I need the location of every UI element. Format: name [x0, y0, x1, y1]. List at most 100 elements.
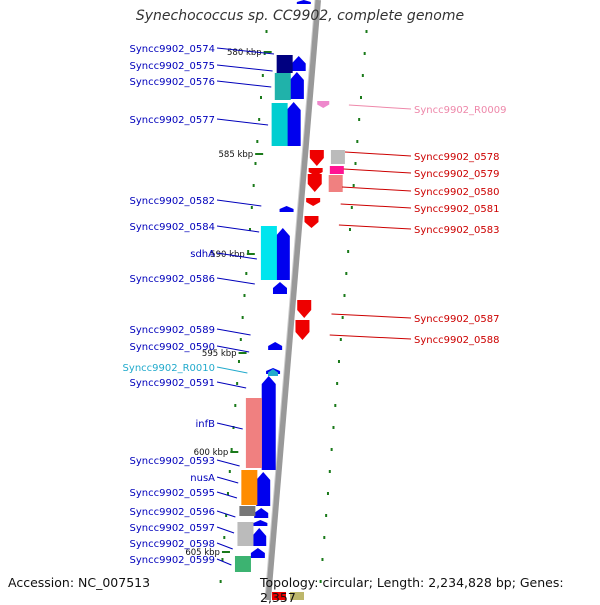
tick-mark [323, 536, 326, 539]
tick-mark [326, 492, 329, 495]
plus-strand-gene [289, 72, 304, 99]
feature-box-minus [330, 150, 345, 164]
tick-mark [337, 360, 340, 363]
accession-text: Accession: NC_007513 [8, 575, 151, 590]
tick-mark [239, 338, 242, 341]
tick-mark [334, 404, 337, 407]
feature-box [271, 103, 288, 146]
feature-box-minus [328, 175, 343, 192]
left-gene-label: Syncc9902_0599 [130, 555, 216, 566]
tick-mark [336, 382, 339, 385]
tick-mark [350, 206, 353, 209]
left-leader-line [216, 199, 262, 207]
tick-mark [332, 426, 335, 429]
tick-mark [256, 140, 259, 143]
right-leader-line [344, 151, 412, 157]
feature-box-minus [329, 166, 344, 174]
tick-mark [254, 162, 257, 165]
tick-mark [241, 316, 244, 319]
right-gene-label: Syncc9902_0587 [414, 314, 500, 325]
tick-mark [363, 52, 366, 55]
right-leader-line [331, 313, 412, 319]
genome-title: Synechococcus sp. CC9902, complete genom… [135, 8, 465, 24]
left-leader-line [216, 80, 272, 88]
left-leader-line [216, 558, 232, 566]
left-leader-line [216, 225, 260, 233]
tick-mark [237, 360, 240, 363]
feature-box [234, 556, 251, 572]
tick-mark [230, 448, 233, 451]
tick-mark [248, 228, 251, 231]
rna-gene-r0009 [317, 101, 330, 108]
left-gene-label: Syncc9902_0575 [130, 61, 216, 72]
left-leader-line [216, 491, 238, 499]
partial-feature [290, 592, 304, 600]
left-leader-line [216, 422, 243, 430]
tick-mark [343, 294, 346, 297]
minus-strand-gene [295, 320, 310, 340]
left-leader-line [216, 542, 233, 550]
plus-strand-gene [279, 206, 294, 212]
plus-strand-gene [268, 342, 283, 350]
left-gene-label: Syncc9902_0597 [130, 523, 216, 534]
tick-mark [258, 118, 261, 121]
tick-mark [348, 228, 351, 231]
left-leader-line [216, 277, 255, 285]
feature-box [237, 522, 254, 546]
tick-mark [345, 272, 348, 275]
tick-mark [330, 448, 333, 451]
left-gene-label: Syncc9902_0596 [130, 507, 216, 518]
tick-mark [358, 118, 361, 121]
rna-gene-r0010 [267, 369, 278, 376]
tick-mark [319, 580, 322, 583]
left-leader-line [216, 476, 239, 484]
kbp-tick-label: 595 kbp [202, 349, 237, 359]
left-gene-label: Syncc9902_0577 [130, 115, 216, 126]
feature-box [276, 55, 293, 73]
plus-strand-gene [272, 282, 287, 294]
left-gene-label: Syncc9902_0586 [130, 274, 216, 285]
genome-backbone [264, 0, 321, 600]
tick-mark [232, 426, 235, 429]
tick-mark [347, 250, 350, 253]
right-gene-label: Syncc9902_0579 [414, 169, 500, 180]
tick-mark [226, 492, 229, 495]
plus-strand-gene [253, 520, 268, 526]
left-gene-label: Syncc9902_R0010 [123, 363, 215, 374]
tick-mark [247, 250, 250, 253]
kbp-tick-label: 585 kbp [219, 150, 254, 160]
left-leader-line [216, 118, 269, 126]
right-leader-line [343, 168, 412, 174]
plus-strand-gene [254, 508, 269, 518]
feature-box [274, 73, 291, 100]
minus-strand-gene [297, 300, 312, 318]
left-leader-line [216, 526, 235, 534]
tick-mark [219, 580, 222, 583]
tick-mark [365, 30, 368, 33]
left-gene-label: Syncc9902_0593 [130, 456, 216, 467]
tick-mark [328, 470, 331, 473]
plus-strand-gene [250, 548, 265, 558]
tick-mark [339, 338, 342, 341]
tick-mark [361, 74, 364, 77]
tick-mark [228, 470, 231, 473]
left-gene-label: Syncc9902_0576 [130, 77, 216, 88]
tick-mark [352, 184, 355, 187]
tick-mark [325, 514, 328, 517]
left-leader-line [216, 459, 240, 467]
tick-mark [234, 404, 237, 407]
left-gene-label: sdhA [190, 249, 215, 260]
tick-mark [250, 206, 253, 209]
right-leader-line [329, 334, 412, 340]
plus-strand-gene [291, 56, 306, 71]
left-leader-line [216, 328, 251, 336]
tick-mark [245, 272, 248, 275]
right-leader-line [348, 104, 412, 110]
tick-mark [261, 74, 264, 77]
tick-mark [259, 96, 262, 99]
plus-strand-gene [261, 376, 276, 470]
right-gene-label: Syncc9902_0583 [414, 225, 500, 236]
plus-strand-gene [296, 0, 311, 4]
tick-mark [354, 162, 357, 165]
